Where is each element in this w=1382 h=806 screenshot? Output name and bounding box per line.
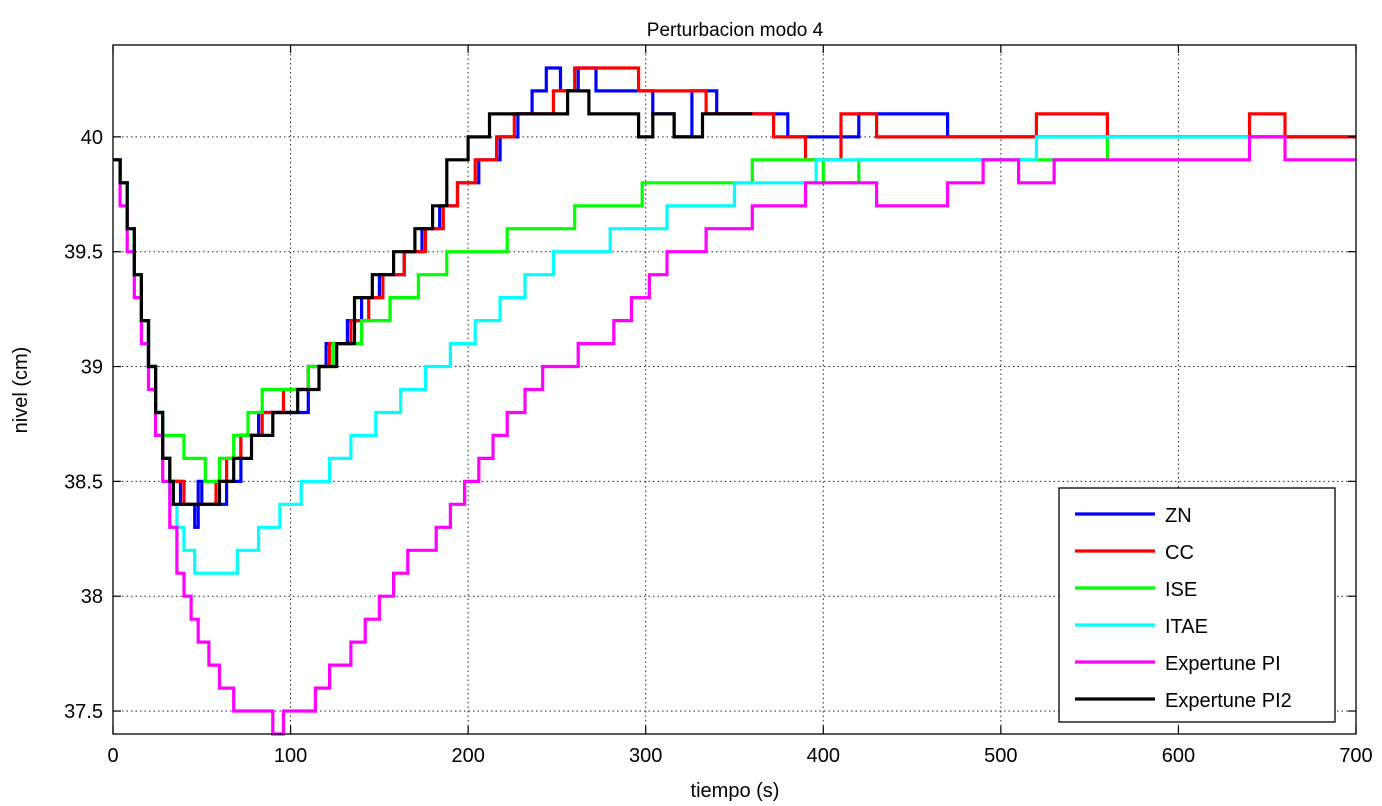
legend-entry: CC <box>1165 542 1194 564</box>
x-tick-label: 400 <box>807 745 840 767</box>
series-line-expertune-pi <box>113 135 1356 736</box>
series-layer <box>113 66 1356 736</box>
y-axis-label: nivel (cm) <box>10 347 32 434</box>
y-tick-label: 38.5 <box>64 471 103 493</box>
axes-box <box>112 44 1357 735</box>
x-tick-label: 500 <box>984 745 1017 767</box>
y-tick-label: 40 <box>81 127 103 149</box>
legend: ZN CC ISE ITAE Expertune PI Expertune PI2 <box>1058 487 1336 723</box>
x-tick-label: 0 <box>107 745 118 767</box>
chart-title: Perturbacion modo 4 <box>647 20 824 41</box>
series-line-expertune-pi2 <box>113 89 753 506</box>
y-tick-label: 37.5 <box>64 701 103 723</box>
legend-entry: ZN <box>1165 505 1192 527</box>
legend-entry: Expertune PI <box>1165 653 1281 675</box>
legend-box <box>1058 487 1336 723</box>
x-tick-label: 600 <box>1162 745 1195 767</box>
x-tick-label: 100 <box>274 745 307 767</box>
y-tick-label: 38 <box>81 586 103 608</box>
axis-ticks <box>112 45 1357 734</box>
y-tick-label: 39.5 <box>64 242 103 264</box>
x-axis-label: tiempo (s) <box>691 780 780 802</box>
x-tick-label: 700 <box>1339 745 1372 767</box>
legend-entry: Expertune PI2 <box>1165 690 1292 712</box>
legend-entry: ITAE <box>1165 616 1208 638</box>
legend-entry: ISE <box>1165 579 1197 601</box>
x-tick-label: 300 <box>629 745 662 767</box>
x-tick-label: 200 <box>451 745 484 767</box>
y-tick-labels: 37.5 38 38.5 39 39.5 40 <box>64 127 103 723</box>
y-tick-label: 39 <box>81 357 103 379</box>
x-tick-labels: 0 100 200 300 400 500 600 700 <box>107 745 1372 767</box>
